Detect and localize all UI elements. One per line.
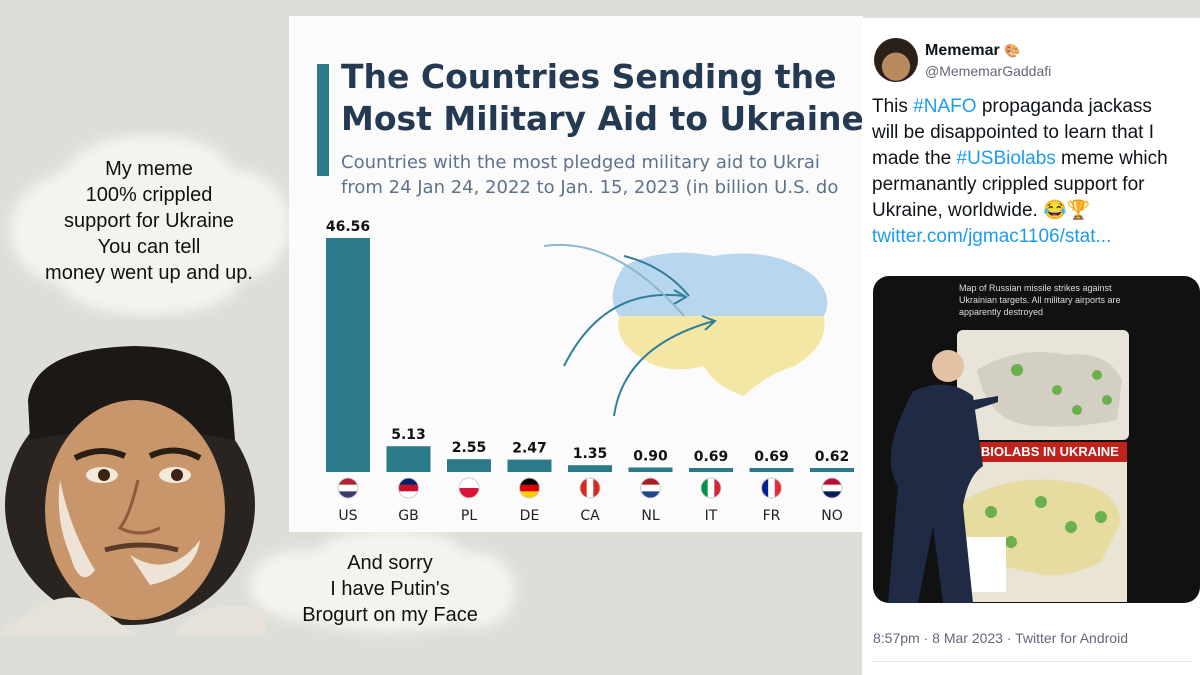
bar-chart: 46.56 US 5.13 GB 2.55 PL 2.47 DE 1.35 CA 0.90 NL 0.6… (326, 219, 854, 524)
bar-de (507, 459, 552, 472)
value-label-de: 2.47 (512, 441, 547, 457)
tweet-text: propaganda jackass (976, 96, 1152, 117)
category-label-pl: PL (461, 508, 477, 524)
flag-de-icon (519, 477, 540, 499)
bar-pl (447, 459, 491, 472)
value-label-pl: 2.55 (452, 440, 487, 456)
value-label-us: 46.56 (326, 219, 370, 235)
tweet-author-handle[interactable]: @MememarGaddafi (925, 63, 1052, 79)
title-accent-bar (317, 64, 329, 176)
category-label-nl: NL (641, 508, 659, 524)
missile-strike-map (957, 330, 1129, 440)
figure-silhouette (888, 350, 998, 603)
bubble-bottom-line: I have Putin's (330, 578, 450, 600)
value-label-gb: 5.13 (391, 427, 426, 443)
ukraine-map-illustration (544, 243, 828, 417)
bubble-top-line: support for Ukraine (63, 210, 235, 232)
value-label-nl: 0.90 (633, 448, 668, 464)
tweet-line: This #NAFO propaganda jackass (872, 94, 1200, 120)
bubble-top-line: 100% crippled (85, 184, 213, 206)
category-label-no: NO (821, 508, 843, 524)
tweet-line: Ukraine, worldwide. 😂🏆 (872, 200, 1091, 221)
media-caption: Map of Russian missile strikes against U… (959, 283, 1121, 317)
chart-title: The Countries Sending the Most Military … (341, 56, 863, 140)
flag-it-icon (700, 477, 722, 499)
flag-gb-icon (398, 477, 419, 499)
cloud-bubble-bottom (250, 530, 515, 632)
category-label-ca: CA (580, 508, 600, 524)
biolabs-banner: US BIOLABS IN UKRAINE (951, 442, 1127, 462)
value-label-ca: 1.35 (573, 446, 608, 462)
flag-nl-icon (640, 477, 661, 499)
flag-ca-icon (579, 477, 601, 499)
tweet-media-image[interactable]: Map of Russian missile strikes against U… (873, 276, 1200, 603)
tweet-line: permanantly crippled support for (872, 174, 1145, 195)
tweet-author-name[interactable]: Mememar 🎨 (925, 42, 1020, 60)
biolabs-map: US BIOLABS IN UKRAINE (951, 442, 1127, 602)
palette-emoji-icon: 🎨 (1004, 43, 1021, 58)
category-label-fr: FR (763, 508, 781, 524)
chart-title-line: The Countries Sending the (341, 57, 837, 96)
value-label-no: 0.62 (815, 449, 850, 465)
chart-title-line: Most Military Aid to Ukraine (341, 99, 863, 138)
tweet-line: made the #USBiolabs meme which (872, 146, 1200, 172)
tweet-author-name-text: Mememar (925, 42, 1000, 59)
value-label-it: 0.69 (694, 449, 729, 465)
bubble-bottom-line: Brogurt on my Face (302, 604, 478, 626)
bar-nl (628, 467, 673, 472)
bar-fr (749, 468, 794, 472)
bar-gb (386, 446, 431, 472)
category-label-de: DE (520, 508, 540, 524)
bubble-top-line: money went up and up. (45, 262, 253, 284)
cloud-bubble-top (10, 135, 290, 315)
tweet-timestamp[interactable]: 8:57pm · 8 Mar 2023 · Twitter for Androi… (873, 630, 1128, 646)
flag-pl-icon (458, 477, 480, 499)
bubble-bottom-line: And sorry (347, 552, 433, 574)
avatar[interactable] (874, 38, 918, 82)
hashtag-link[interactable]: #USBiolabs (956, 148, 1056, 169)
chart-panel: The Countries Sending the Most Military … (289, 16, 863, 532)
tweet-text: This (872, 96, 914, 117)
cartoon-portrait (0, 346, 265, 635)
category-label-gb: GB (398, 508, 418, 524)
tweet-line: will be disappointed to learn that I (872, 122, 1155, 143)
map-markers (977, 352, 1122, 427)
tweet-link[interactable]: twitter.com/jgmac1106/stat... (872, 226, 1112, 247)
bar-us (326, 238, 370, 472)
hashtag-link[interactable]: #NAFO (913, 96, 977, 117)
flag-fr-icon (761, 477, 782, 499)
flag-no-icon (821, 477, 843, 499)
tweet-card: Mememar 🎨 @MememarGaddafi This #NAFO pro… (862, 18, 1200, 675)
bar-no (810, 468, 854, 472)
bar-it (689, 468, 733, 472)
tweet-text: meme which (1055, 148, 1168, 169)
bubble-top-line: You can tell (97, 236, 201, 258)
bubble-bottom-text: And sorry I have Putin's Brogurt on my F… (280, 550, 500, 628)
divider (873, 661, 1191, 662)
category-label-us: US (338, 508, 357, 524)
bubble-top-text: My meme 100% crippled support for Ukrain… (20, 156, 278, 286)
chart-subtitle-line: from 24 Jan 24, 2022 to Jan. 15, 2023 (i… (341, 177, 839, 198)
tweet-text: made the (872, 148, 957, 169)
chart-subtitle-line: Countries with the most pledged military… (341, 152, 820, 173)
flag-us-icon (337, 477, 359, 499)
value-label-fr: 0.69 (754, 449, 789, 465)
tweet-body: This #NAFO propaganda jackass will be di… (872, 94, 1200, 250)
category-label-it: IT (705, 508, 718, 524)
chart-subtitle: Countries with the most pledged military… (341, 150, 863, 200)
bubble-top-line: My meme (105, 158, 193, 180)
bar-ca (568, 465, 612, 472)
